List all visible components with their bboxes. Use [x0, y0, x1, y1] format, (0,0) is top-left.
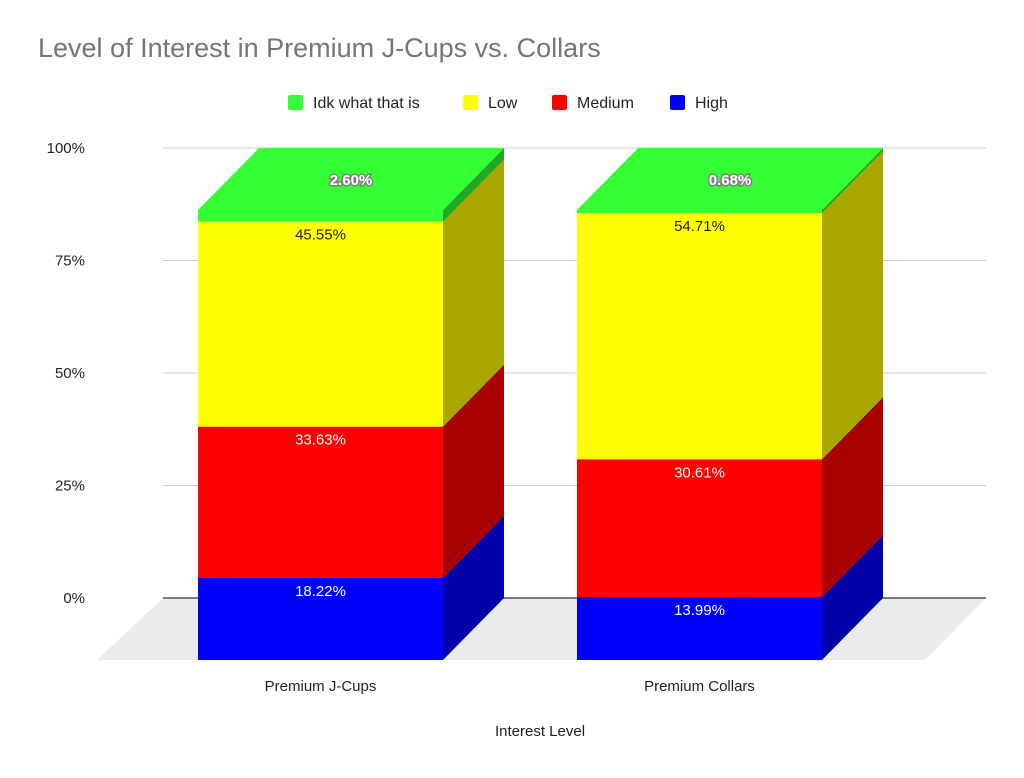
- bar-segment: [198, 516, 504, 660]
- legend-label: High: [695, 95, 728, 112]
- legend-item: Medium: [552, 95, 634, 112]
- legend-item: High: [670, 95, 728, 112]
- data-label: 2.60%: [330, 172, 373, 189]
- y-tick-label: 0%: [63, 590, 85, 607]
- bar-segment: [198, 159, 504, 427]
- bar-segment-side: [443, 516, 504, 660]
- bar-segment-front: [198, 221, 443, 427]
- data-label: 33.63%: [295, 432, 346, 449]
- data-label: 13.99%: [674, 602, 725, 619]
- x-axis-title: Interest Level: [495, 723, 585, 740]
- bar-segment-side: [443, 159, 504, 427]
- bar-segment: [577, 397, 883, 598]
- bar-segment: [577, 151, 883, 460]
- data-label: 54.71%: [674, 218, 725, 235]
- data-label: 30.61%: [674, 464, 725, 481]
- data-label: 0.68%: [709, 172, 752, 189]
- data-labels: 18.22% 33.63% 45.55% 2.60% 13.99% 30.61% 54.71…: [295, 171, 753, 620]
- chart-title: Level of Interest in Premium J-Cups vs. …: [38, 33, 601, 63]
- bar-segment-side: [443, 148, 504, 222]
- bar-segment-side: [822, 148, 883, 214]
- y-tick-label: 100%: [47, 140, 85, 157]
- bar-segment-front: [577, 459, 822, 598]
- legend-label: Medium: [577, 95, 634, 112]
- bar-segment-front: [577, 597, 822, 660]
- x-tick-label: Premium Collars: [644, 678, 755, 695]
- bar-segment-front: [198, 578, 443, 660]
- x-axis-ticks: Premium J-Cups Premium Collars: [265, 678, 755, 695]
- bar-segment: [577, 535, 883, 660]
- legend-item: Idk what that is: [288, 95, 420, 112]
- bar-segment: [577, 148, 883, 214]
- legend-label: Idk what that is: [313, 95, 420, 112]
- legend-swatch: [670, 95, 685, 110]
- legend-swatch: [463, 95, 478, 110]
- bar-segment-front: [198, 210, 443, 222]
- legend-swatch: [552, 95, 567, 110]
- legend-item: Low: [463, 95, 518, 112]
- bar-segment: [198, 148, 504, 222]
- bar-segment: [198, 364, 504, 579]
- legend-swatch: [288, 95, 303, 110]
- legend: Idk what that is Low Medium High: [288, 95, 728, 112]
- y-tick-label: 75%: [55, 253, 85, 270]
- legend-label: Low: [488, 95, 518, 112]
- y-tick-label: 50%: [55, 365, 85, 382]
- bar-segment-front: [577, 213, 822, 460]
- bar-segment-side: [822, 397, 883, 598]
- bar-segment-side: [443, 364, 504, 579]
- bar-segment-top: [198, 148, 504, 210]
- data-label: 18.22%: [295, 583, 346, 600]
- bar-segment-front: [198, 426, 443, 579]
- bar-segment-side: [822, 151, 883, 460]
- data-label: 45.55%: [295, 227, 346, 244]
- x-tick-label: Premium J-Cups: [265, 678, 377, 695]
- bar-segment-side: [822, 535, 883, 660]
- bar-segment-front: [577, 210, 822, 214]
- bar-segment-top: [577, 148, 883, 211]
- y-tick-label: 25%: [55, 478, 85, 495]
- y-axis-ticks: 0% 25% 50% 75% 100%: [47, 140, 85, 607]
- bars: [198, 148, 883, 660]
